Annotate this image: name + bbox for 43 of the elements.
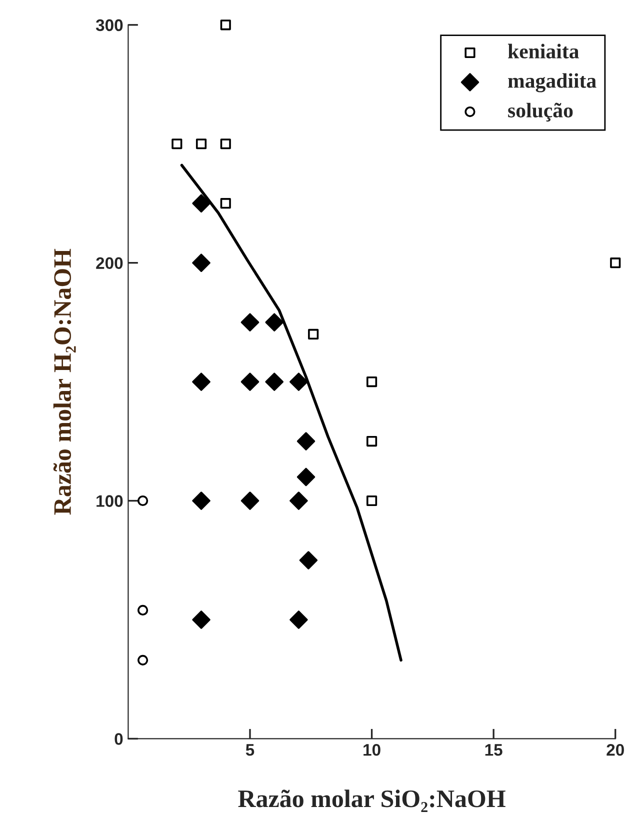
point <box>308 328 319 340</box>
point <box>299 551 318 570</box>
point <box>290 610 308 629</box>
point <box>138 654 148 666</box>
x-tick-label: 10 <box>364 744 380 756</box>
point <box>265 372 284 391</box>
legend-label: keniaita <box>508 44 579 58</box>
point <box>366 436 378 447</box>
point <box>192 372 210 391</box>
point <box>138 495 148 506</box>
y-tick-label: 300 <box>96 19 123 32</box>
point <box>240 372 260 391</box>
point <box>196 138 207 150</box>
point <box>220 138 231 150</box>
point <box>240 492 260 510</box>
point <box>265 313 284 332</box>
line-series <box>180 164 402 662</box>
point <box>290 372 308 391</box>
point <box>220 198 231 209</box>
x-tick-label: 20 <box>606 744 624 756</box>
y-tick-label: 0 <box>114 733 123 745</box>
x-tick-label: 15 <box>485 744 502 756</box>
y-axis-title: Razão molar H₂O:NaOH <box>53 248 76 515</box>
y-tick-label: 100 <box>96 495 123 507</box>
y-tick-label: 200 <box>96 257 123 270</box>
point <box>366 376 378 388</box>
point <box>610 258 621 268</box>
x-axis-title: Razão molar SiO₂:NaOH <box>238 790 506 812</box>
legend-label: magadiita <box>508 73 596 92</box>
point <box>366 495 378 506</box>
point <box>240 313 260 332</box>
point <box>192 194 210 212</box>
point <box>192 610 210 629</box>
point <box>138 604 148 616</box>
point <box>192 492 210 510</box>
point <box>296 468 316 486</box>
point <box>290 492 308 510</box>
point <box>172 138 182 150</box>
point <box>296 432 316 450</box>
x-tick-label: 5 <box>246 744 254 756</box>
legend-label: solução <box>508 102 573 122</box>
point <box>192 254 210 272</box>
point <box>220 20 231 30</box>
